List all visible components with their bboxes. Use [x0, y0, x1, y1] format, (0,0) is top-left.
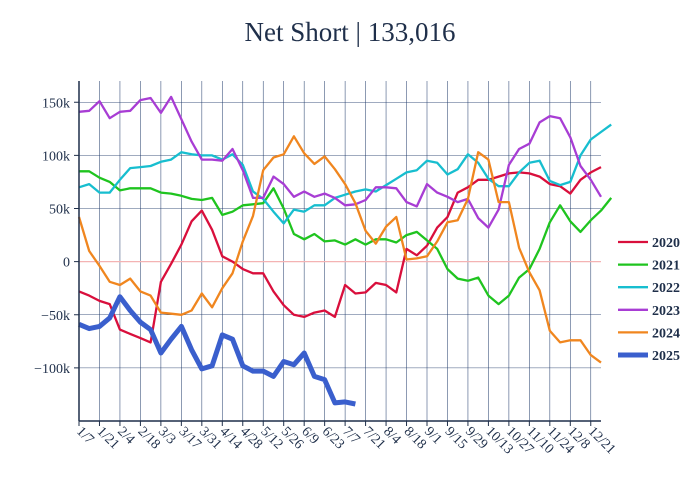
series-line-2024	[77, 135, 602, 364]
y-tick-label: 100k	[42, 149, 70, 164]
x-tick-label: 1/7	[73, 424, 96, 447]
legend-label-2025: 2025	[652, 349, 680, 364]
legend-label-2024: 2024	[652, 326, 680, 341]
y-tick-label: −50k	[41, 309, 70, 324]
y-tick-label: −100k	[34, 362, 70, 377]
grid-layer	[78, 81, 601, 421]
y-tick-label: 50k	[49, 203, 70, 218]
y-tick-label: 0	[63, 256, 70, 271]
series-line-2025	[78, 294, 356, 407]
legend-label-2021: 2021	[652, 259, 680, 274]
legend-label-2023: 2023	[652, 304, 680, 319]
series-line-2020	[78, 166, 602, 344]
legend-label-2022: 2022	[652, 281, 680, 296]
legend: 2020 2021 2022 2023 2024 2025	[618, 236, 680, 364]
y-tick-label: 150k	[42, 96, 70, 111]
chart-title: Net Short | 133,016	[245, 17, 456, 47]
series-line-2023	[78, 95, 602, 229]
series-line-2021	[79, 170, 613, 306]
series-layer	[77, 95, 613, 407]
legend-label-2020: 2020	[652, 236, 680, 251]
series-line-2022	[78, 123, 612, 225]
